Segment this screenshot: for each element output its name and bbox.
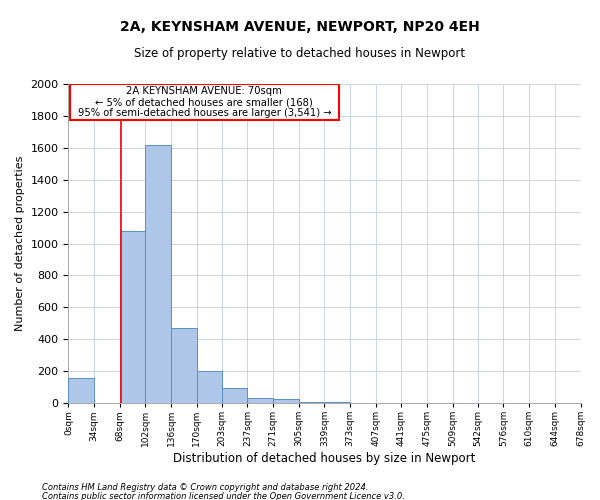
Text: 2A, KEYNSHAM AVENUE, NEWPORT, NP20 4EH: 2A, KEYNSHAM AVENUE, NEWPORT, NP20 4EH	[120, 20, 480, 34]
Bar	[247, 398, 273, 403]
Bar	[325, 402, 350, 403]
Bar	[222, 388, 247, 403]
Text: 95% of semi-detached houses are larger (3,541) →: 95% of semi-detached houses are larger (…	[77, 108, 331, 118]
Text: Size of property relative to detached houses in Newport: Size of property relative to detached ho…	[134, 48, 466, 60]
Text: ← 5% of detached houses are smaller (168): ← 5% of detached houses are smaller (168…	[95, 97, 313, 107]
Bar	[120, 231, 145, 403]
Bar	[68, 378, 94, 403]
Bar	[171, 328, 197, 403]
Text: 2A KEYNSHAM AVENUE: 70sqm: 2A KEYNSHAM AVENUE: 70sqm	[127, 86, 282, 96]
Bar	[197, 371, 222, 403]
Bar	[299, 402, 325, 403]
Text: Contains HM Land Registry data © Crown copyright and database right 2024.: Contains HM Land Registry data © Crown c…	[42, 484, 368, 492]
X-axis label: Distribution of detached houses by size in Newport: Distribution of detached houses by size …	[173, 452, 476, 465]
Bar	[145, 144, 171, 403]
Bar	[273, 399, 299, 403]
Text: Contains public sector information licensed under the Open Government Licence v3: Contains public sector information licen…	[42, 492, 405, 500]
Y-axis label: Number of detached properties: Number of detached properties	[15, 156, 25, 331]
Bar	[70, 84, 339, 120]
